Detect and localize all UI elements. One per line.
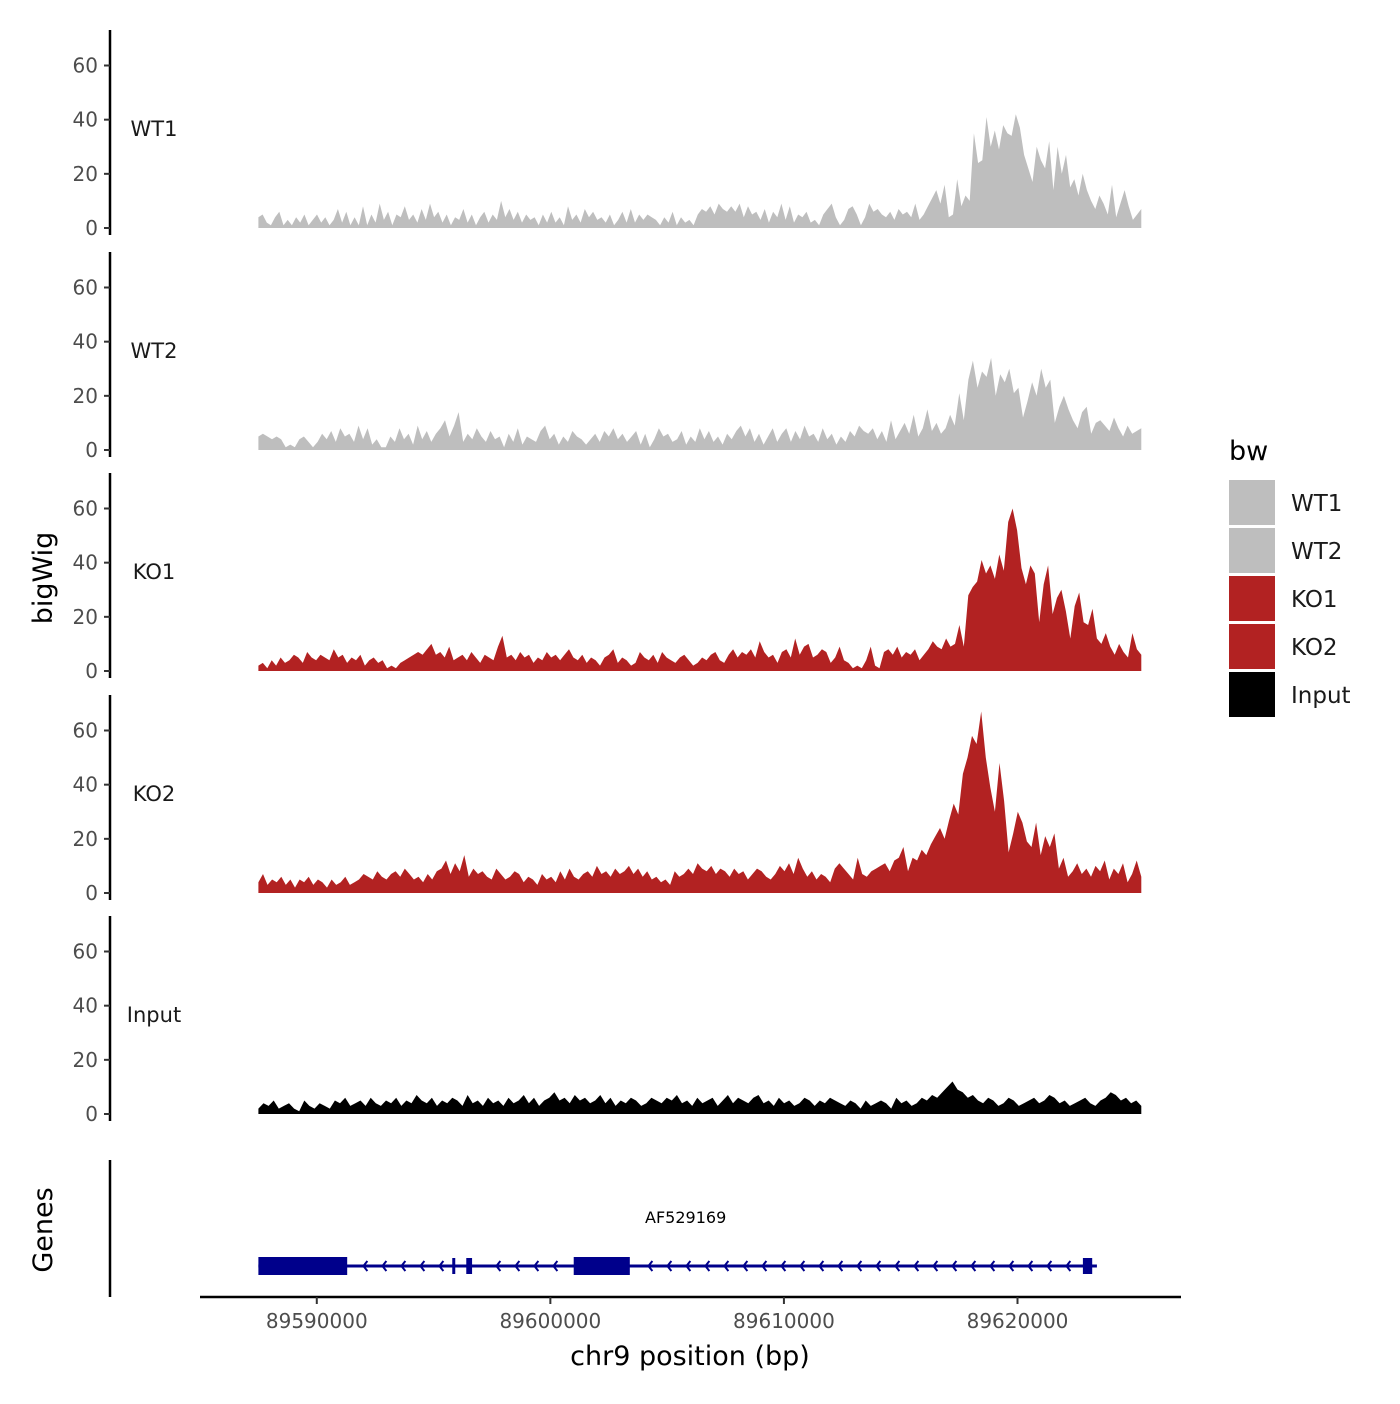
x-tick-label: 89590000 bbox=[266, 1309, 368, 1333]
strand-arrow bbox=[685, 1260, 692, 1272]
strand-arrow bbox=[951, 1260, 958, 1272]
strand-arrow bbox=[761, 1260, 768, 1272]
strand-arrow bbox=[1008, 1260, 1015, 1272]
legend-swatch bbox=[1229, 528, 1275, 573]
strand-arrow bbox=[438, 1260, 445, 1272]
strand-arrow bbox=[970, 1260, 977, 1272]
area-wt2 bbox=[258, 357, 1142, 450]
x-tick-label: 89610000 bbox=[733, 1309, 835, 1333]
bigwig-axis-title: bigWig bbox=[28, 532, 59, 625]
y-tick-label: 20 bbox=[73, 384, 98, 408]
strand-arrow bbox=[419, 1260, 426, 1272]
legend-swatch bbox=[1229, 672, 1275, 717]
gene-name-label: AF529169 bbox=[645, 1208, 726, 1227]
area-wt1 bbox=[258, 114, 1142, 228]
strand-arrow bbox=[362, 1260, 369, 1272]
y-tick-label: 20 bbox=[73, 827, 98, 851]
track-label: KO2 bbox=[133, 782, 176, 806]
gene-exon bbox=[452, 1258, 456, 1274]
x-axis-title: chr9 position (bp) bbox=[570, 1341, 810, 1372]
legend: bw WT1 WT2 KO1 KO2 Input bbox=[1229, 436, 1351, 717]
strand-arrow bbox=[989, 1260, 996, 1272]
strand-arrow bbox=[495, 1260, 502, 1272]
y-tick-label: 60 bbox=[73, 276, 98, 300]
legend-swatch bbox=[1229, 624, 1275, 669]
track-wt1: 0 20 40 60 WT1 bbox=[73, 30, 1142, 240]
strand-arrow bbox=[818, 1260, 825, 1272]
strand-arrow bbox=[932, 1260, 939, 1272]
legend-label: KO2 bbox=[1291, 635, 1338, 661]
strand-arrow bbox=[799, 1260, 806, 1272]
y-tick-label: 0 bbox=[85, 216, 98, 240]
genes-axis-title: Genes bbox=[28, 1187, 59, 1272]
y-tick-label: 40 bbox=[73, 773, 98, 797]
strand-arrow bbox=[552, 1260, 559, 1272]
y-tick-label: 0 bbox=[85, 881, 98, 905]
strand-arrow bbox=[780, 1260, 787, 1272]
track-label: WT1 bbox=[131, 117, 178, 141]
strand-arrow bbox=[894, 1260, 901, 1272]
track-ko2: 0 20 40 60 KO2 bbox=[73, 695, 1142, 905]
strand-arrow bbox=[533, 1260, 540, 1272]
y-tick-label: 40 bbox=[73, 551, 98, 575]
track-wt2: 0 20 40 60 WT2 bbox=[73, 252, 1142, 462]
area-input bbox=[258, 1081, 1142, 1114]
track-input: 0 20 40 60 Input bbox=[73, 916, 1142, 1126]
strand-arrow bbox=[837, 1260, 844, 1272]
gene-exon bbox=[1082, 1258, 1093, 1274]
strand-arrow bbox=[704, 1260, 711, 1272]
strand-arrow bbox=[514, 1260, 521, 1272]
y-tick-label: 20 bbox=[73, 162, 98, 186]
y-tick-label: 0 bbox=[85, 1102, 98, 1126]
track-label: KO1 bbox=[133, 560, 176, 584]
strand-arrow bbox=[1046, 1260, 1053, 1272]
x-tick-label: 89620000 bbox=[967, 1309, 1069, 1333]
y-tick-label: 20 bbox=[73, 1048, 98, 1072]
track-ko1: 0 20 40 60 KO1 bbox=[73, 473, 1142, 683]
gene-exon bbox=[466, 1258, 473, 1274]
strand-arrow bbox=[742, 1260, 749, 1272]
y-tick-label: 60 bbox=[73, 497, 98, 521]
y-tick-label: 0 bbox=[85, 659, 98, 683]
area-ko2 bbox=[258, 711, 1142, 893]
x-tick-label: 89600000 bbox=[499, 1309, 601, 1333]
legend-label: KO1 bbox=[1291, 587, 1338, 613]
strand-arrow bbox=[647, 1260, 654, 1272]
legend-swatch bbox=[1229, 576, 1275, 621]
gene-panel: Genes AF529169 89590000 89600000 89610000 89… bbox=[28, 1160, 1181, 1333]
coverage-tracks: 0 20 40 60 WT1 0 20 40 60 WT2 0 20 40 60 KO1 0 20 40 60 KO2… bbox=[73, 30, 1142, 1126]
legend-label: Input bbox=[1291, 683, 1351, 709]
strand-arrow bbox=[723, 1260, 730, 1272]
legend-title: bw bbox=[1229, 436, 1268, 467]
gene-exon bbox=[258, 1257, 348, 1275]
gene-exon bbox=[573, 1257, 630, 1275]
y-tick-label: 60 bbox=[73, 940, 98, 964]
strand-arrow bbox=[1027, 1260, 1034, 1272]
y-tick-label: 60 bbox=[73, 54, 98, 78]
strand-arrow bbox=[381, 1260, 388, 1272]
track-label: WT2 bbox=[131, 339, 178, 363]
y-tick-label: 60 bbox=[73, 719, 98, 743]
strand-arrow bbox=[666, 1260, 673, 1272]
strand-arrow bbox=[913, 1260, 920, 1272]
y-tick-label: 40 bbox=[73, 330, 98, 354]
legend-swatch bbox=[1229, 480, 1275, 525]
y-tick-label: 0 bbox=[85, 438, 98, 462]
y-tick-label: 40 bbox=[73, 994, 98, 1018]
legend-label: WT1 bbox=[1291, 491, 1342, 517]
area-ko1 bbox=[258, 508, 1142, 671]
legend-label: WT2 bbox=[1291, 539, 1342, 565]
strand-arrow bbox=[856, 1260, 863, 1272]
strand-arrow bbox=[400, 1260, 407, 1272]
strand-arrow bbox=[1065, 1260, 1072, 1272]
strand-arrow bbox=[875, 1260, 882, 1272]
y-tick-label: 40 bbox=[73, 108, 98, 132]
y-tick-label: 20 bbox=[73, 605, 98, 629]
track-label: Input bbox=[127, 1003, 181, 1027]
